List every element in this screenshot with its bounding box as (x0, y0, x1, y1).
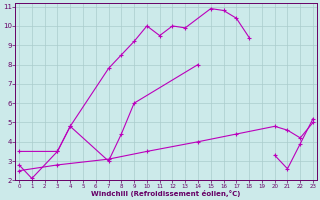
X-axis label: Windchill (Refroidissement éolien,°C): Windchill (Refroidissement éolien,°C) (92, 190, 241, 197)
